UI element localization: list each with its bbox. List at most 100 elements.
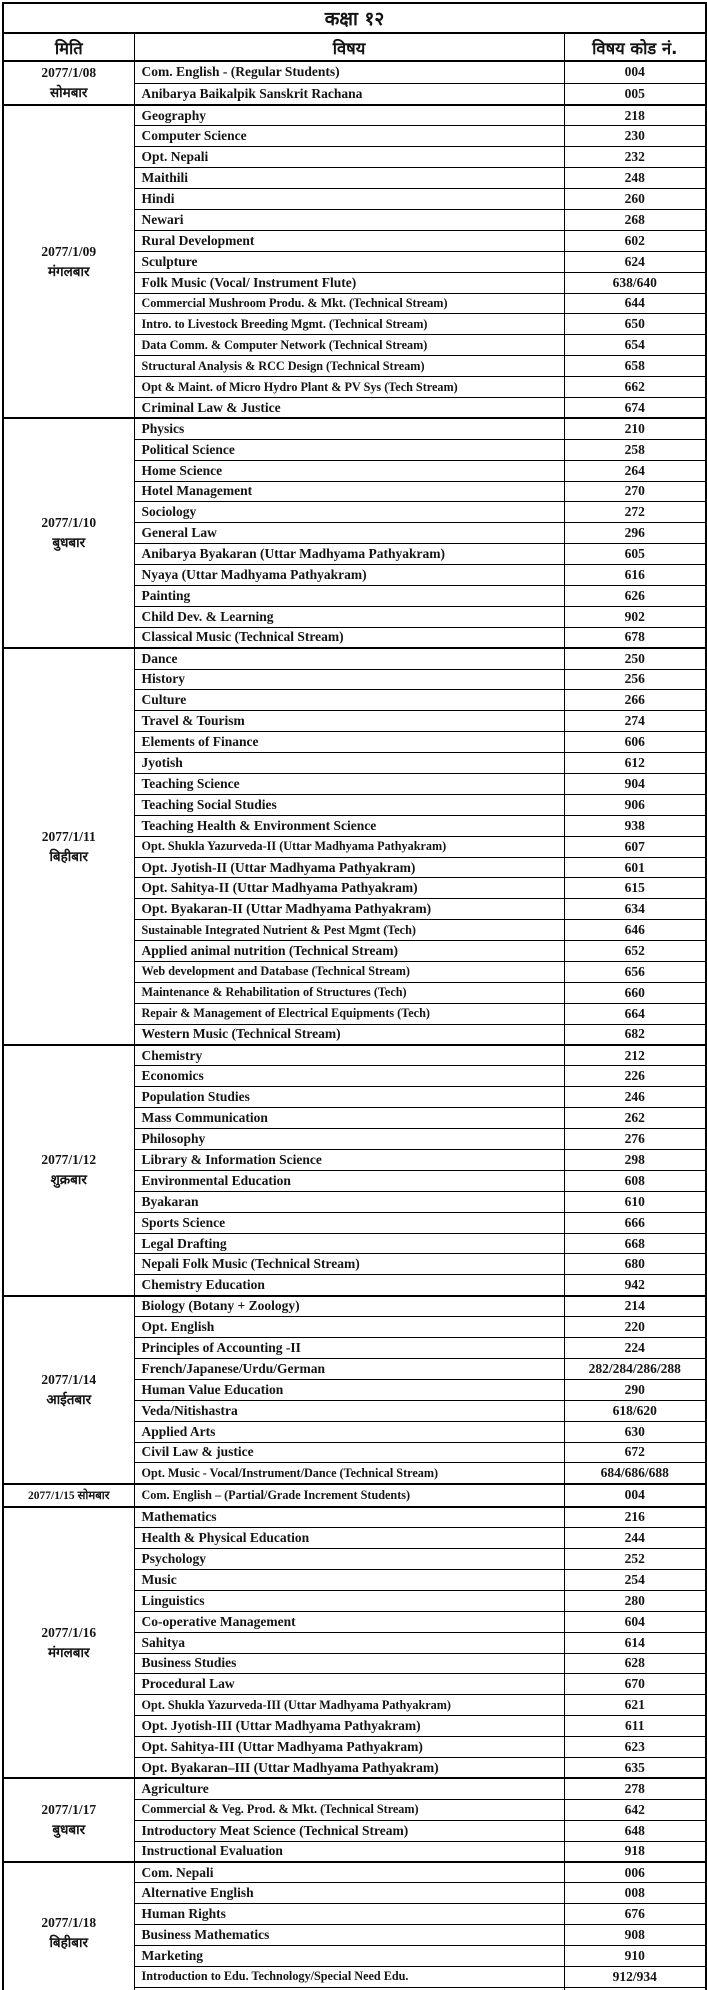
- schedule-row: Principles of Accounting -II 224: [3, 1337, 707, 1359]
- day-name: बुधबार: [52, 1822, 86, 1839]
- schedule-row: Business Mathematics 908: [3, 1924, 707, 1946]
- subject-cell: Opt. Sahitya-II (Uttar Madhyama Pathyakr…: [133, 877, 565, 900]
- code-cell: 604: [563, 1610, 707, 1633]
- subject-cell: Com. Nepali: [133, 1860, 565, 1884]
- subject-cell: Opt. Sahitya-III (Uttar Madhyama Pathyak…: [133, 1736, 565, 1758]
- subject-cell: Criminal Law & Justice: [133, 396, 565, 419]
- schedule-row: Sports Science 666: [3, 1211, 707, 1234]
- subject-cell: Teaching Science: [133, 773, 565, 795]
- schedule-row: General Law 296: [3, 522, 707, 545]
- code-cell: 918: [563, 1840, 707, 1863]
- schedule-row: Byakaran 610: [3, 1190, 707, 1213]
- code-cell: 664: [563, 1002, 707, 1025]
- schedule-row: Introductory Meat Science (Technical Str…: [3, 1819, 707, 1842]
- column-header-row: मिति विषय विषय कोड नं.: [2, 32, 707, 62]
- subject-cell: Opt. Nepali: [133, 146, 565, 169]
- date-value: 2077/1/09: [41, 243, 97, 259]
- schedule-row: Teaching Social Studies 906: [3, 793, 707, 816]
- code-cell: 608: [563, 1169, 707, 1192]
- subject-cell: Introductory Meat Science (Technical Str…: [133, 1819, 565, 1842]
- schedule-row: Opt. Jyotish-III (Uttar Madhyama Pathyak…: [3, 1715, 707, 1738]
- code-cell: 252: [563, 1548, 707, 1570]
- subject-cell: Geography: [133, 104, 565, 127]
- code-cell: 652: [563, 940, 707, 963]
- code-cell: 270: [563, 480, 707, 503]
- schedule-row: Commercial & Veg. Prod. & Mkt. (Technica…: [3, 1798, 707, 1821]
- subject-cell: Mathematics: [133, 1505, 565, 1529]
- code-cell: 220: [563, 1316, 707, 1339]
- subject-cell: French/Japanese/Urdu/German: [133, 1357, 565, 1380]
- subject-cell: Western Music (Technical Stream): [133, 1023, 565, 1046]
- subject-cell: Dance: [133, 647, 565, 670]
- code-cell: 624: [563, 250, 707, 273]
- subject-cell: Human Value Education: [133, 1378, 565, 1401]
- code-cell: 904: [563, 773, 707, 795]
- code-cell: 938: [563, 814, 707, 837]
- date-cell: 2077/1/17 बुधबार: [2, 1777, 135, 1863]
- schedule-row: Elements of Finance 606: [3, 731, 707, 754]
- schedule-row: 2077/1/08 सोमबार Com. English - (Regular S…: [2, 60, 707, 106]
- code-cell: 605: [563, 543, 707, 566]
- code-cell: 628: [563, 1652, 707, 1675]
- subject-cell: Intro. to Livestock Breeding Mgmt. (Tech…: [133, 313, 565, 336]
- subject-cell: Sociology: [133, 501, 565, 524]
- date-cell: 2077/1/18 बिहीबार: [2, 1860, 135, 1990]
- subject-cell: Marketing: [133, 1944, 565, 1967]
- schedule-row: 2077/1/09 मंगलबार Geography 218: [2, 103, 707, 419]
- subject-cell: Classical Music (Technical Stream): [133, 626, 565, 649]
- code-cell: 214: [563, 1294, 707, 1318]
- title-row: कक्षा १२: [1, 2, 707, 34]
- code-cell: 611: [563, 1715, 707, 1738]
- code-cell: 670: [563, 1673, 707, 1696]
- code-cell: 272: [563, 501, 707, 524]
- schedule-row: Political Science 258: [3, 438, 707, 461]
- code-cell: 244: [563, 1527, 707, 1550]
- date-value: 2077/1/10: [41, 515, 97, 531]
- day-name: बिहीबार: [49, 848, 89, 865]
- subject-cell: Web development and Database (Technical …: [133, 961, 565, 983]
- day-name: मंगलबार: [47, 263, 90, 280]
- code-cell: 268: [563, 208, 707, 231]
- schedule-row: Maintenance & Rehabilitation of Structur…: [3, 981, 707, 1004]
- code-cell: 615: [563, 877, 707, 900]
- subject-cell: Newari: [133, 208, 565, 231]
- code-cell: 674: [563, 396, 707, 419]
- schedule-row: Hindi 260: [3, 188, 707, 210]
- subject-cell: Physics: [133, 417, 565, 440]
- subject-cell: Procedural Law: [133, 1673, 565, 1696]
- code-cell: 210: [563, 417, 707, 440]
- subject-cell: Hindi: [133, 188, 565, 210]
- subject-cell: Introduction to Edu. Technology/Special …: [133, 1965, 565, 1988]
- schedule-row: 2077/1/10 बुधबार Physics 210: [2, 417, 707, 649]
- code-cell: 296: [563, 522, 707, 545]
- schedule-row: Home Science 264: [3, 459, 707, 482]
- schedule-row: Introduction to Edu. Technology/Special …: [3, 1965, 707, 1988]
- schedule-row: Economics 226: [3, 1065, 707, 1088]
- date-cell: 2077/1/12 शुक्रबार: [2, 1044, 135, 1297]
- subject-cell: Sahitya: [133, 1631, 565, 1654]
- schedule-row: Opt. Byakaran–III (Uttar Madhyama Pathya…: [3, 1756, 707, 1779]
- schedule-row: 2077/1/11 बिहीबार Dance 250: [2, 647, 707, 1046]
- subject-cell: Data Comm. & Computer Network (Technical…: [133, 334, 565, 357]
- schedule-row: Linguistics 280: [3, 1589, 707, 1612]
- subject-cell: Chemistry: [133, 1044, 565, 1067]
- code-cell: 254: [563, 1568, 707, 1591]
- code-cell: 614: [563, 1631, 707, 1654]
- code-cell: 230: [563, 125, 707, 148]
- date-cell: 2077/1/16 मंगलबार: [2, 1505, 135, 1779]
- schedule-row: Music 254: [3, 1568, 707, 1591]
- code-cell: 610: [563, 1190, 707, 1213]
- code-cell: 912/934: [563, 1965, 707, 1988]
- code-cell: 218: [563, 104, 707, 127]
- subject-cell: Political Science: [133, 438, 565, 461]
- code-cell: 006: [563, 1860, 707, 1884]
- subject-cell: Com. English - (Regular Students): [133, 60, 565, 84]
- subject-cell: Philosophy: [133, 1128, 565, 1151]
- schedule-row: French/Japanese/Urdu/German 282/284/286/2…: [3, 1357, 707, 1380]
- subject-cell: Principles of Accounting -II: [133, 1337, 565, 1359]
- day-name: शुक्रबार: [50, 1172, 87, 1189]
- subject-cell: Co-operative Management: [133, 1610, 565, 1633]
- schedule-row: Opt. Shukla Yazurveda-III (Uttar Madhyam…: [3, 1694, 707, 1717]
- code-cell: 644: [563, 292, 707, 315]
